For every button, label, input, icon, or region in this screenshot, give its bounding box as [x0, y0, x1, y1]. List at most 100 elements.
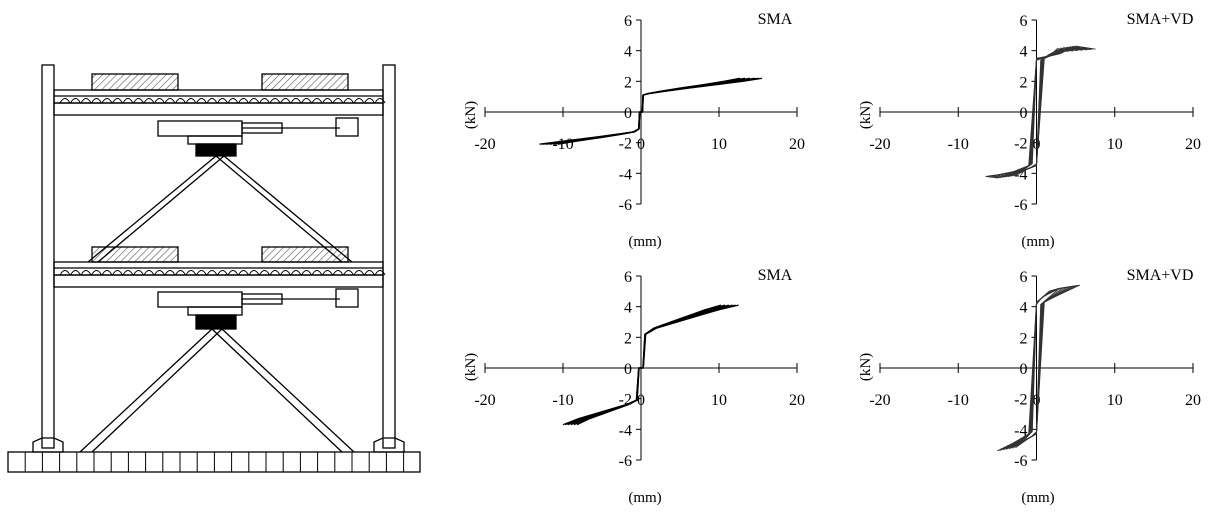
y-tick-label: 0	[1020, 105, 1028, 122]
upper-slab-scallop	[238, 98, 249, 104]
upper-slab-scallop	[280, 98, 291, 104]
middle-slab-scallop	[269, 270, 281, 276]
x-tick-label: 10	[711, 136, 727, 153]
upper-slab-scallop	[217, 98, 228, 104]
middle-slab-scallop	[154, 270, 165, 276]
middle-slab-scallop	[112, 270, 123, 276]
y-tick-label: 4	[624, 300, 632, 317]
y-tick-label: 0	[624, 105, 632, 122]
y-tick-label: -6	[619, 453, 632, 470]
y-tick-label: -4	[1014, 422, 1027, 439]
upper-slab-scallop	[301, 98, 312, 104]
y-tick-label: 4	[624, 44, 632, 61]
y-tick-label: 6	[624, 13, 632, 30]
y-tick-label: -2	[1014, 392, 1027, 409]
hysteresis-loop-series	[553, 77, 746, 145]
middle-slab-scallop	[217, 270, 228, 276]
middle-slab-scallop	[301, 270, 312, 276]
middle-slab-scallop	[322, 270, 333, 276]
x-tick-label: 20	[789, 136, 805, 153]
frame-drawing	[7, 64, 421, 473]
left-column	[41, 64, 55, 449]
upper-floor-beam	[53, 102, 384, 116]
middle-slab-scallop	[70, 270, 81, 276]
y-tick-label: 2	[624, 330, 632, 347]
x-tick-label: 20	[789, 392, 805, 409]
upper-slab-scallop	[101, 98, 113, 104]
upper-slab-scallop	[206, 98, 218, 104]
y-tick-label: 6	[1020, 13, 1028, 30]
upper-slab-scallop	[290, 98, 302, 104]
x-axis-label: (mm)	[628, 490, 661, 506]
hysteresis-loop-series	[549, 77, 750, 145]
right-column	[382, 64, 396, 449]
x-tick-label: 20	[1185, 392, 1201, 409]
lower-chevron-brace	[79, 328, 355, 453]
x-tick-label: 0	[1033, 136, 1041, 153]
y-axis-label: (kN)	[463, 353, 479, 381]
middle-slab-scallop	[311, 270, 323, 276]
upper-slab-scallop	[164, 98, 176, 104]
y-tick-label: -6	[1014, 197, 1027, 214]
middle-slab-scallop	[185, 270, 197, 276]
x-tick-label: -10	[552, 392, 573, 409]
x-tick-label: 0	[637, 136, 645, 153]
y-tick-label: 2	[624, 74, 632, 91]
upper-slab-scallop	[248, 98, 260, 104]
hysteresis-loop-series	[539, 77, 762, 145]
middle-slab-scallop	[101, 270, 113, 276]
upper-slab-scallop	[196, 98, 207, 104]
hysteresis-loop-series	[573, 304, 726, 426]
chart-title: SMA+VD	[1127, 11, 1194, 28]
right-base-plate	[373, 437, 405, 453]
middle-slab-scallop	[353, 270, 365, 276]
middle-mass-block-right	[261, 246, 349, 263]
upper-slab-scallop	[332, 98, 344, 104]
y-tick-label: 0	[624, 361, 632, 378]
hysteresis-loop-series	[570, 304, 729, 426]
x-axis-label: (mm)	[1021, 234, 1054, 250]
y-axis-label: (kN)	[858, 353, 874, 381]
y-tick-label: 2	[1020, 74, 1028, 91]
chart-title: SMA	[758, 11, 793, 28]
x-tick-label: -10	[948, 136, 969, 153]
upper-slab-scallop	[122, 98, 134, 104]
upper-sma-damper	[157, 117, 359, 157]
upper-slab-scallop	[227, 98, 239, 104]
middle-mass-block-left	[91, 246, 179, 263]
y-tick-label: -4	[619, 422, 632, 439]
upper-slab-scallop	[269, 98, 281, 104]
middle-slab-scallop	[143, 270, 155, 276]
upper-mass-block-left	[91, 73, 179, 91]
middle-slab-scallop	[122, 270, 134, 276]
hysteresis-loop-series	[567, 304, 733, 426]
upper-slab-scallop	[311, 98, 323, 104]
upper-chevron-brace	[87, 155, 353, 263]
middle-slab-scallop	[332, 270, 344, 276]
middle-slab-scallop	[374, 270, 386, 276]
y-axis-label: (kN)	[463, 101, 479, 129]
middle-slab-scallop	[259, 270, 270, 276]
x-tick-label: 10	[1107, 392, 1123, 409]
upper-slab-scallop	[343, 98, 354, 104]
hysteresis-loop-series	[1015, 287, 1061, 449]
y-tick-label: 0	[1020, 361, 1028, 378]
y-tick-label: -6	[619, 197, 632, 214]
upper-slab-scallop	[374, 98, 386, 104]
x-axis-label: (mm)	[1021, 490, 1054, 506]
x-tick-label: -20	[474, 136, 495, 153]
x-tick-label: -10	[948, 392, 969, 409]
upper-slab-scallop	[59, 98, 71, 104]
chart-title: SMA	[758, 267, 793, 284]
x-tick-label: 0	[1033, 392, 1041, 409]
middle-slab-scallop	[196, 270, 207, 276]
y-tick-label: -2	[619, 136, 632, 153]
y-tick-label: -4	[619, 166, 632, 183]
chart-title: SMA+VD	[1127, 267, 1194, 284]
y-tick-label: 6	[624, 269, 632, 286]
upper-slab-scallop	[80, 98, 92, 104]
